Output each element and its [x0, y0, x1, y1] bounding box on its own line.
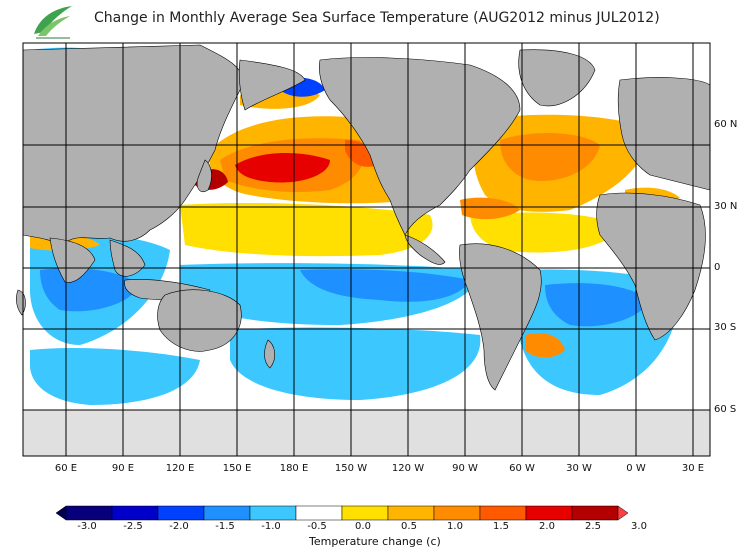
colorbar-swatch — [479, 505, 527, 521]
lon-label-30e: 30 E — [681, 463, 705, 474]
north-pacific-core-2 — [345, 140, 379, 167]
colorbar-swatch — [65, 505, 113, 521]
lat-label-60s: 60 S — [714, 404, 737, 415]
europe-land — [617, 77, 711, 191]
central-america-land — [404, 234, 446, 265]
lon-label-60e: 60 E — [54, 463, 78, 474]
colorbar-swatch — [433, 505, 481, 521]
map-frame — [22, 42, 711, 457]
colorbar-swatch — [295, 505, 343, 521]
colorbar-tick-label: 3.0 — [631, 521, 647, 532]
lon-label-120e: 120 E — [165, 463, 195, 474]
colorbar-swatch — [157, 505, 205, 521]
colorbar-swatch — [249, 505, 297, 521]
lat-label-60n: 60 N — [714, 119, 738, 130]
colorbar-tick-label: -1.5 — [215, 521, 235, 532]
lon-label-90e: 90 E — [111, 463, 135, 474]
colorbar-swatch — [525, 505, 573, 521]
colorbar-tick-label: 1.0 — [447, 521, 463, 532]
colorbar-tick-label: -0.5 — [307, 521, 327, 532]
south-indian-cool — [30, 348, 200, 405]
lat-label-30n: 30 N — [714, 201, 738, 212]
colorbar-tick-label: 1.5 — [493, 521, 509, 532]
asia-land — [22, 44, 243, 243]
tropical-atlantic-warm — [470, 212, 620, 253]
colorbar-swatch — [387, 505, 435, 521]
colorbar-tick-label: 2.0 — [539, 521, 555, 532]
greenland-land — [518, 49, 596, 107]
africa-land — [596, 192, 706, 341]
lon-label-150e: 150 E — [222, 463, 252, 474]
colorbar-swatch — [571, 505, 619, 521]
lon-label-60w: 60 W — [509, 463, 535, 474]
colorbar-swatch — [341, 505, 389, 521]
north-america-land — [319, 57, 521, 236]
colorbar-swatch — [203, 505, 251, 521]
antarctic-ice — [23, 410, 710, 456]
new-zealand-land — [264, 339, 276, 369]
lat-label-0: 0 — [714, 262, 721, 273]
colorbar-tick-label: 0.5 — [401, 521, 417, 532]
land-masses — [16, 44, 711, 391]
south-pacific-cool — [230, 327, 481, 400]
colorbar-tick-label: -1.0 — [261, 521, 281, 532]
japan-land — [196, 159, 212, 192]
north-pacific-core — [235, 153, 330, 183]
equatorial-pacific-blue — [300, 269, 470, 302]
south-atlantic-blue — [545, 283, 650, 327]
colorbar-arrow-low — [55, 505, 67, 521]
lon-label-0w: 0 W — [626, 463, 646, 474]
lon-label-90w: 90 W — [452, 463, 478, 474]
lat-label-30s: 30 S — [714, 322, 737, 333]
colorbar-tick-label: -2.0 — [169, 521, 189, 532]
se-asia-land — [109, 239, 146, 277]
lon-label-150w: 150 W — [334, 463, 368, 474]
colorbar-tick-label: 2.5 — [585, 521, 601, 532]
india-land — [49, 237, 96, 283]
kamchatka-land — [238, 59, 306, 111]
lon-label-180e: 180 E — [279, 463, 309, 474]
lon-label-30w: 30 W — [566, 463, 592, 474]
lon-label-120w: 120 W — [391, 463, 425, 474]
colorbar-tick-label: -3.0 — [77, 521, 97, 532]
observatory-logo — [34, 6, 72, 39]
australia-land — [157, 289, 242, 352]
southwest-atlantic-warm — [525, 333, 565, 358]
subtropical-pacific-warm — [180, 203, 433, 257]
colorbar-tick-label: 0.0 — [355, 521, 371, 532]
colorbar-swatch — [111, 505, 159, 521]
colorbar — [55, 505, 629, 521]
colorbar-arrow-high — [617, 505, 629, 521]
map-title: Change in Monthly Average Sea Surface Te… — [94, 10, 660, 26]
caribbean-warm — [460, 197, 520, 220]
colorbar-tick-label: -2.5 — [123, 521, 143, 532]
colorbar-title: Temperature change (c) — [309, 535, 441, 548]
graticule — [23, 43, 710, 456]
